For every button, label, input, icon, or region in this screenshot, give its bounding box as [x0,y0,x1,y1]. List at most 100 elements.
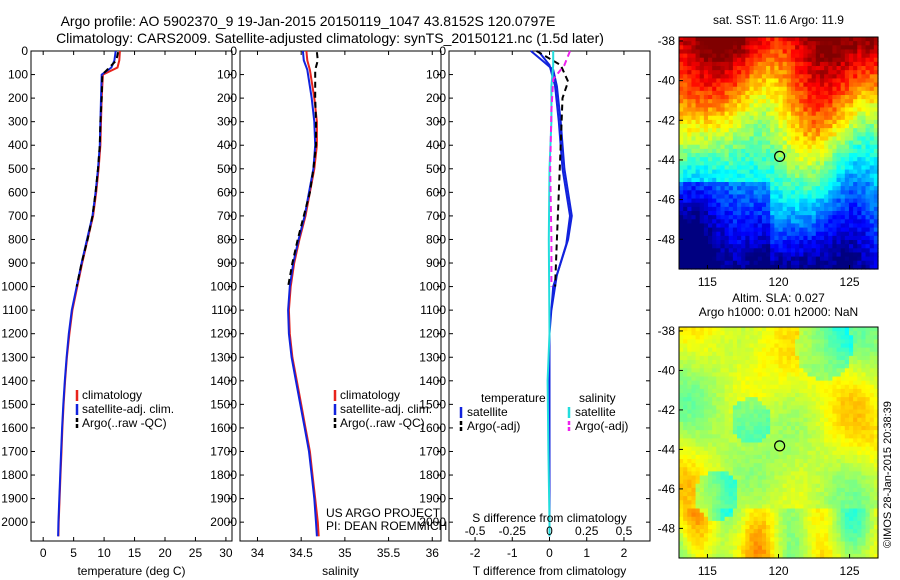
map-cell [679,132,684,138]
map-cell [790,215,796,220]
x-tick-label: 20 [158,546,172,560]
map-cell [724,70,730,75]
map-cell [724,161,730,167]
map-cell [799,355,804,361]
map-cell [840,235,846,241]
map-cell [770,409,775,415]
map-cell [732,215,738,220]
map-cell [687,454,693,460]
x-tick-label: 1 [583,546,590,560]
map-cell [766,240,771,245]
map-cell [720,61,726,67]
map-cell [774,376,780,382]
map-cell [778,45,784,51]
map-cell [761,533,767,538]
map-cell [749,107,755,113]
map-cell [828,194,833,200]
map-cell [799,405,804,411]
y-tick-label: -38 [658,34,676,48]
map-cell [737,240,742,245]
map-cell [774,525,780,530]
map-cell [753,417,759,423]
map-cell [766,37,771,42]
map-cell [786,227,792,233]
map-cell [732,128,738,133]
map-cell [811,331,817,336]
map-cell [687,227,693,233]
map-cell [811,347,817,353]
map-cell [873,198,879,204]
map-cell [815,463,821,468]
map-cell [724,244,730,249]
map-cell [741,66,746,71]
map-cell [832,78,838,84]
map-cell [679,169,684,175]
map-cell [695,206,701,212]
map-cell [720,409,726,415]
map-cell [761,545,767,551]
map-cell [708,393,713,398]
map-cell [712,124,717,129]
map-cell [757,190,763,196]
map-cell [774,479,780,485]
map-cell [819,86,825,92]
map-cell [749,372,755,378]
map-cell [745,525,751,530]
map-cell [832,211,838,216]
map-cell [873,165,879,171]
map-cell [712,219,717,225]
map-cell [703,405,709,411]
map-cell [819,165,825,171]
map-cell [679,103,684,109]
map-cell [745,467,751,472]
map-cell [869,173,875,179]
map-cell [770,136,775,142]
map-cell [790,45,796,51]
map-cell [795,409,800,415]
map-cell [815,364,821,369]
map-cell [770,520,775,526]
map-cell [819,119,825,125]
map-cell [815,115,821,121]
map-cell [737,368,742,373]
map-cell [853,41,858,46]
map-cell [749,541,755,547]
map-cell [807,95,813,100]
map-cell [708,450,713,456]
map-cell [745,401,751,406]
map-cell [778,144,784,150]
map-cell [795,219,800,225]
map-cell [724,393,730,398]
map-cell [861,115,867,121]
map-cell [799,384,804,390]
map-cell [728,467,734,472]
map-cell [824,454,829,460]
map-cell [799,434,804,439]
map-cell [712,512,717,518]
map-cell [782,343,788,349]
s-tick-label: -0.25 [499,524,527,538]
map-cell [819,351,825,357]
map-cell [679,442,684,448]
map-cell [782,264,788,270]
map-cell [766,219,771,225]
map-cell [819,140,825,146]
map-cell [749,533,755,538]
map-cell [799,454,804,460]
map-cell [691,41,697,46]
map-cell [724,327,730,332]
map-cell [761,66,767,71]
map-cell [732,347,738,353]
map-cell [687,355,693,361]
map-cell [844,53,850,59]
y-tick-label: 1100 [211,303,237,317]
map-cell [724,240,730,245]
map-cell [737,235,742,241]
map-cell [844,240,850,245]
map-cell [708,533,713,538]
map-cell [695,136,701,142]
map-cell [869,244,875,249]
map-cell [757,215,763,220]
map-cell [732,343,738,349]
map-cell [770,144,775,150]
